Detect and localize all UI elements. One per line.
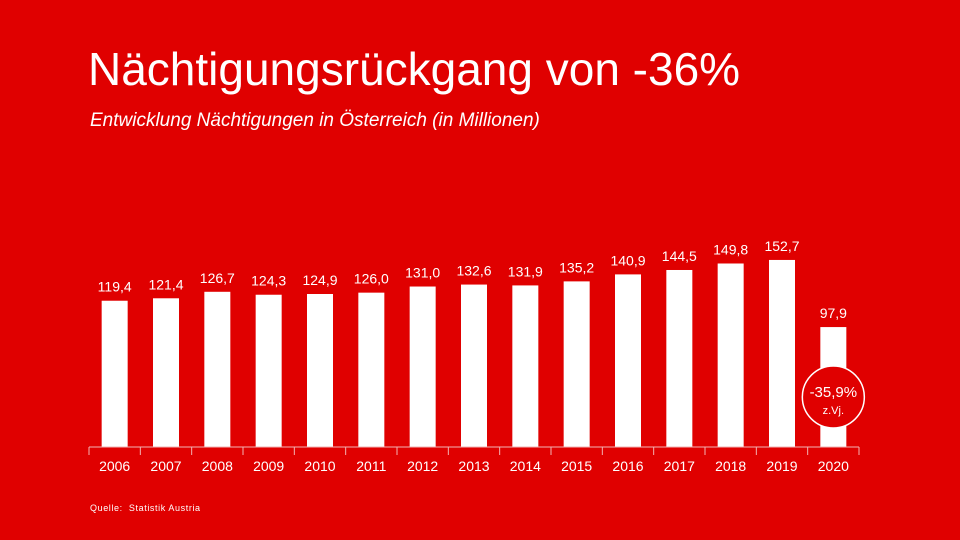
source-value: Statistik Austria [128,503,201,513]
x-tick-label: 2013 [458,458,489,474]
x-tick-label: 2015 [561,458,592,474]
bar-value-label: 97,9 [820,305,847,321]
bar [615,274,641,447]
bar [563,281,590,447]
bar [769,259,795,447]
x-tick-label: 2007 [150,458,181,474]
bar [717,263,744,447]
bar-value-label: 144,5 [662,248,697,264]
bar-value-label: 135,2 [559,259,594,275]
bar-value-label: 121,4 [148,276,183,292]
bar-value-label: 131,9 [508,263,543,279]
x-tick-label: 2014 [510,458,541,474]
x-tick-label: 2010 [304,458,335,474]
bar [461,284,487,447]
x-tick-label: 2012 [407,458,438,474]
source-note: Quelle: Statistik Austria [90,503,201,513]
bar [255,294,282,447]
bar-value-label: 126,0 [354,271,389,287]
bar [153,298,179,447]
bar-value-label: 152,7 [764,238,799,254]
x-tick-marks-group [88,447,860,455]
x-tick-label: 2009 [253,458,284,474]
x-tick-label: 2008 [202,458,233,474]
x-tick-label: 2017 [664,458,695,474]
bars-group [101,259,847,447]
bar [101,300,128,447]
bar [358,292,385,447]
change-annotation: -35,9% z.Vj. [801,365,866,429]
bar-value-label: 124,3 [251,273,286,289]
slide-subtitle: Entwicklung Nächtigungen in Österreich (… [90,110,540,131]
bar [512,285,539,447]
bar [307,293,333,447]
bar [666,269,693,447]
annotation-value: -35,9% [810,384,858,401]
x-tick-label: 2019 [766,458,797,474]
bar [409,286,436,447]
x-tick-labels-group: 2006 2007 2008 2009 2010 2011 2012 2013 2014 2015… [99,458,849,474]
bar [204,291,231,447]
slide-title: Nächtigungsrückgang von -36% [88,43,741,95]
annotation-subtext: z.Vj. [823,405,844,417]
x-tick-label: 2006 [99,458,130,474]
bar-value-label: 132,6 [456,263,491,279]
bar-value-label: 124,9 [302,272,337,288]
bar-value-label: 126,7 [200,270,235,286]
x-tick-label: 2020 [818,458,849,474]
annotation-circle [801,365,866,429]
bar-value-label: 119,4 [98,279,132,295]
x-tick-label: 2018 [715,458,746,474]
source-label: Quelle: [90,503,123,513]
bar-value-label: 131,0 [405,265,440,281]
value-labels-group: 119,4 121,4 126,7 124,3 124,9 126,0 131,0 132,6… [98,238,848,321]
bar-value-label: 140,9 [610,252,645,268]
x-tick-label: 2016 [612,458,643,474]
x-tick-label: 2011 [356,458,386,474]
bar-value-label: 149,8 [713,241,748,257]
